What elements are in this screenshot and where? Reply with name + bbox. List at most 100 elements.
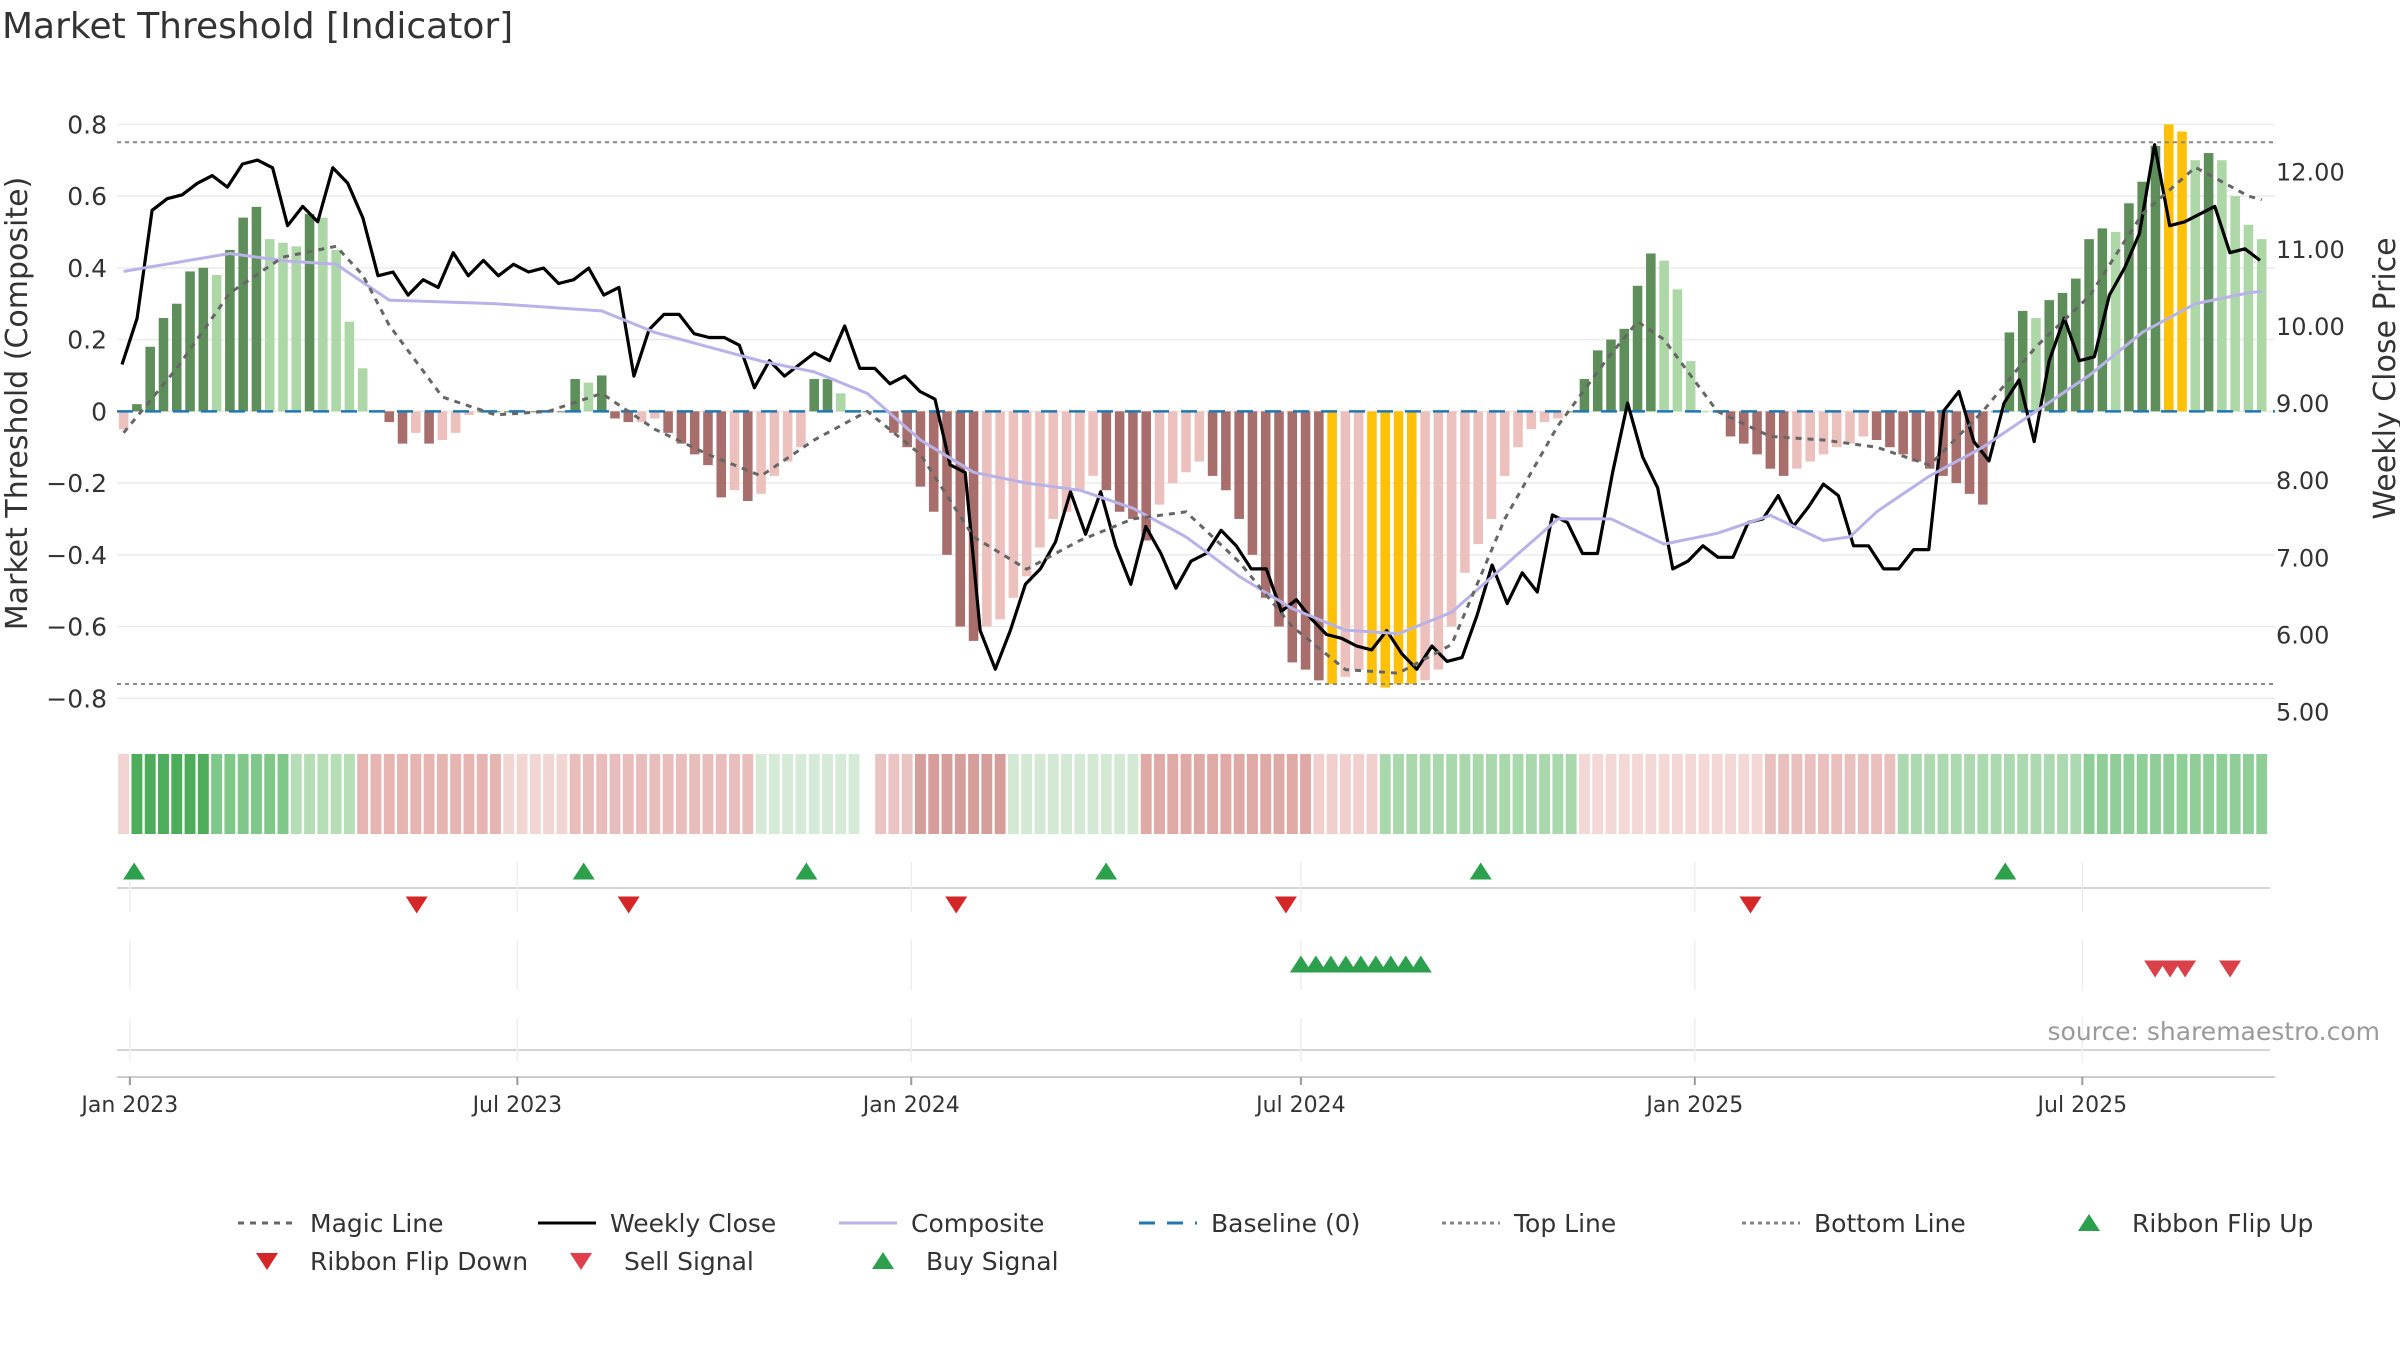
ribbon-cell — [596, 754, 608, 834]
buy-signal-marker — [1364, 955, 1387, 973]
composite-bar — [570, 379, 580, 412]
composite-bar — [2071, 278, 2081, 412]
ribbon-cell — [622, 754, 634, 834]
composite-bar — [942, 411, 952, 555]
ribbon-cell — [609, 754, 621, 834]
ribbon-cell — [768, 754, 780, 834]
ribbon-cell — [1419, 754, 1431, 834]
legend-label: Baseline (0) — [1211, 1208, 1361, 1238]
composite-bar — [1898, 411, 1908, 455]
ribbon-cell — [1233, 754, 1245, 834]
ribbon-cell — [2136, 754, 2148, 834]
ribbon-cell — [1924, 754, 1936, 834]
ribbon-cell — [1114, 754, 1126, 834]
composite-bar — [278, 242, 288, 412]
composite-bar — [2031, 318, 2041, 412]
x-tick-label: Jul 2025 — [2036, 1093, 2128, 1118]
composite-bar — [291, 246, 302, 412]
composite-bar — [1353, 411, 1364, 670]
ribbon-cell — [357, 754, 369, 834]
composite-bar — [2230, 196, 2240, 412]
composite-bar — [397, 411, 408, 444]
composite-bar — [2137, 181, 2147, 412]
composite-bar — [769, 411, 780, 476]
ribbon-cell — [2163, 754, 2175, 834]
composite-bar — [171, 303, 182, 412]
legend-swatch — [538, 1221, 596, 1225]
composite-bar — [1327, 411, 1337, 684]
ribbon-cell — [516, 754, 528, 834]
ribbon-cell — [1738, 754, 1750, 834]
composite-bar — [2163, 124, 2174, 412]
composite-bar — [1938, 411, 1948, 476]
composite-bar — [610, 411, 620, 419]
composite-bar — [251, 206, 262, 412]
composite-bar — [1234, 411, 1244, 519]
buy-signal-marker — [1409, 955, 1432, 973]
ribbon-cell — [1379, 754, 1391, 834]
ribbon-cell — [1618, 754, 1630, 834]
ribbon-cell — [1180, 754, 1192, 834]
composite-bar — [1221, 411, 1231, 491]
composite-bar — [2190, 160, 2201, 412]
ribbon-cell — [1273, 754, 1285, 834]
ribbon-cell — [822, 754, 833, 834]
y2-axis-title: Weekly Close Price — [2368, 237, 2400, 519]
ribbon-cell — [2203, 754, 2215, 834]
ribbon-cell — [1698, 754, 1710, 834]
ribbon-cell — [397, 754, 408, 834]
composite-bar — [1486, 411, 1497, 519]
ribbon-cell — [1100, 754, 1112, 834]
ribbon-cell — [1220, 754, 1232, 834]
legend-label: Bottom Line — [1814, 1208, 1966, 1238]
ribbon-cell — [835, 754, 847, 834]
composite-bar — [1194, 411, 1205, 462]
composite-bar — [384, 411, 395, 423]
ribbon-cell — [1804, 754, 1816, 834]
composite-bar — [1739, 411, 1749, 444]
ribbon-cell — [490, 754, 501, 834]
ribbon-cell — [1871, 754, 1883, 834]
composite-bar — [158, 318, 169, 412]
right-axis: 12.00 11.00 10.00 9.00 8.00 7.00 6.00 5.00 Weekl… — [2276, 159, 2400, 727]
composite-bar — [663, 411, 673, 433]
composite-bar — [2084, 239, 2094, 412]
composite-bar — [2124, 203, 2134, 412]
composite-bar — [1765, 411, 1776, 469]
legend-swatch — [1442, 1221, 1500, 1225]
composite-bar — [1260, 411, 1271, 598]
ribbon-cell — [1764, 754, 1776, 834]
composite-bar — [1114, 411, 1125, 512]
composite-bar — [437, 411, 448, 441]
composite-bar — [1632, 285, 1643, 412]
ribbon-cell — [2256, 754, 2268, 834]
ribbon-cell — [370, 754, 382, 834]
ribbon-cell — [662, 754, 674, 834]
composite-bar — [1407, 411, 1417, 684]
composite-bar — [1606, 339, 1616, 412]
ribbon-cell — [1525, 754, 1537, 834]
x-tick-label: Jul 2024 — [1254, 1093, 1346, 1118]
composite-bar — [1858, 411, 1869, 437]
ribbon-cell — [1818, 754, 1829, 834]
composite-bar — [145, 346, 155, 412]
y-tick-label: −0.2 — [46, 469, 107, 498]
ribbon-cell — [1047, 754, 1059, 834]
ribbon-cell — [1432, 754, 1444, 834]
composite-bar — [703, 411, 713, 466]
composite-bar — [1433, 411, 1444, 670]
composite-bar — [1845, 411, 1855, 444]
legend-item: Ribbon Flip Down — [236, 1244, 528, 1278]
ribbon-cell — [171, 754, 183, 834]
composite-bar — [1287, 411, 1298, 663]
composite-bar — [796, 411, 806, 448]
composite-bar — [1526, 411, 1537, 430]
ribbon-cell — [1366, 754, 1378, 834]
sell-signal-marker — [2144, 960, 2167, 978]
buy-signal-marker — [1334, 955, 1357, 973]
ribbon-cell — [1605, 754, 1617, 834]
composite-bar — [1181, 411, 1191, 473]
composite-bar — [1075, 411, 1085, 491]
ribbon-flip-up-marker — [1994, 862, 2017, 880]
ribbon-cell — [1937, 754, 1949, 834]
